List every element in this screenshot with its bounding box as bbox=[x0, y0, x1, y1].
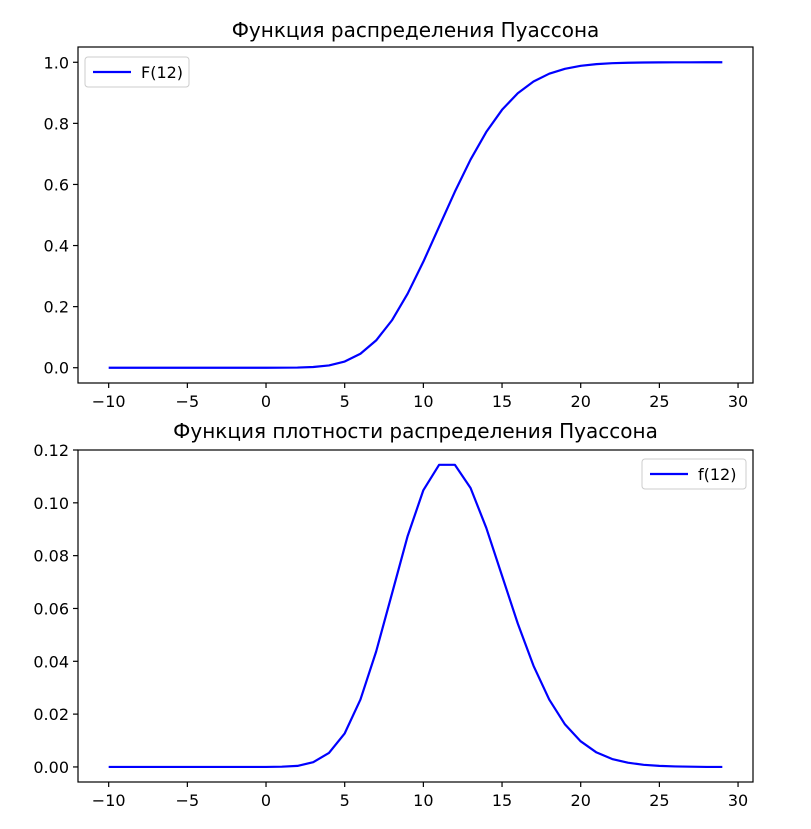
cdf-legend: F(12) bbox=[84, 56, 190, 88]
pdf-legend-box bbox=[641, 458, 747, 490]
pdf-y-tick-label: 0.12 bbox=[33, 441, 69, 460]
cdf-x-tick-label: −10 bbox=[92, 392, 126, 411]
pdf-y-tick-label: 0.02 bbox=[33, 705, 69, 724]
pdf-x-tick-label: −5 bbox=[176, 791, 200, 810]
pdf-chart-title: Функция плотности распределения Пуассона bbox=[173, 419, 658, 443]
cdf-x-tick-label: 30 bbox=[728, 392, 748, 411]
pdf-x-tick-label: −10 bbox=[92, 791, 126, 810]
pdf-y-tick-label: 0.06 bbox=[33, 599, 69, 618]
pdf-legend-label: f(12) bbox=[698, 465, 736, 484]
pdf-y-tick-label: 0.04 bbox=[33, 652, 69, 671]
cdf-y-tick-label: 1.0 bbox=[44, 53, 69, 72]
pdf-x-tick-label: 0 bbox=[261, 791, 271, 810]
cdf-axes-frame bbox=[77, 46, 754, 384]
cdf-x-tick-label: −5 bbox=[176, 392, 200, 411]
pdf-chart: Функция плотности распределения Пуассона… bbox=[33, 419, 754, 810]
cdf-x-tick-label: 20 bbox=[571, 392, 591, 411]
pdf-y-tick-label: 0.00 bbox=[33, 758, 69, 777]
cdf-x-tick-label: 0 bbox=[261, 392, 271, 411]
pdf-y-tick-label: 0.08 bbox=[33, 547, 69, 566]
pdf-y-tick-label: 0.10 bbox=[33, 494, 69, 513]
cdf-y-tick-label: 0.8 bbox=[44, 114, 69, 133]
pdf-x-tick-label: 10 bbox=[413, 791, 433, 810]
cdf-chart: Функция распределения Пуассона −10 −5 0 5 10… bbox=[44, 18, 754, 411]
pdf-x-tick-label: 20 bbox=[571, 791, 591, 810]
cdf-x-tick-label: 10 bbox=[413, 392, 433, 411]
cdf-x-tick-label: 25 bbox=[649, 392, 669, 411]
pdf-legend: f(12) bbox=[641, 458, 747, 490]
cdf-legend-box bbox=[84, 56, 190, 88]
pdf-x-tick-label: 5 bbox=[340, 791, 350, 810]
cdf-x-tick-label: 15 bbox=[492, 392, 512, 411]
pdf-x-tick-label: 15 bbox=[492, 791, 512, 810]
cdf-plot-area: −10 −5 0 5 10 15 20 25 30 0.0 0.2 0.4 0.6 0.8 1.0 F(12) bbox=[44, 46, 754, 411]
pdf-x-tick-label: 25 bbox=[649, 791, 669, 810]
cdf-y-tick-label: 0.0 bbox=[44, 359, 69, 378]
pdf-axes-frame bbox=[77, 449, 754, 783]
cdf-y-tick-label: 0.2 bbox=[44, 298, 69, 317]
cdf-chart-title: Функция распределения Пуассона bbox=[232, 18, 600, 42]
pdf-plot-area: −10 −5 0 5 10 15 20 25 30 0.00 0.02 0.04 0.06 0.08 0.1… bbox=[33, 441, 754, 810]
cdf-legend-label: F(12) bbox=[141, 63, 183, 82]
pdf-series-line-0 bbox=[108, 463, 723, 769]
pdf-x-tick-label: 30 bbox=[728, 791, 748, 810]
cdf-x-tick-label: 5 bbox=[340, 392, 350, 411]
cdf-y-tick-label: 0.4 bbox=[44, 237, 69, 256]
cdf-series-line-0 bbox=[108, 61, 723, 369]
cdf-y-tick-label: 0.6 bbox=[44, 175, 69, 194]
